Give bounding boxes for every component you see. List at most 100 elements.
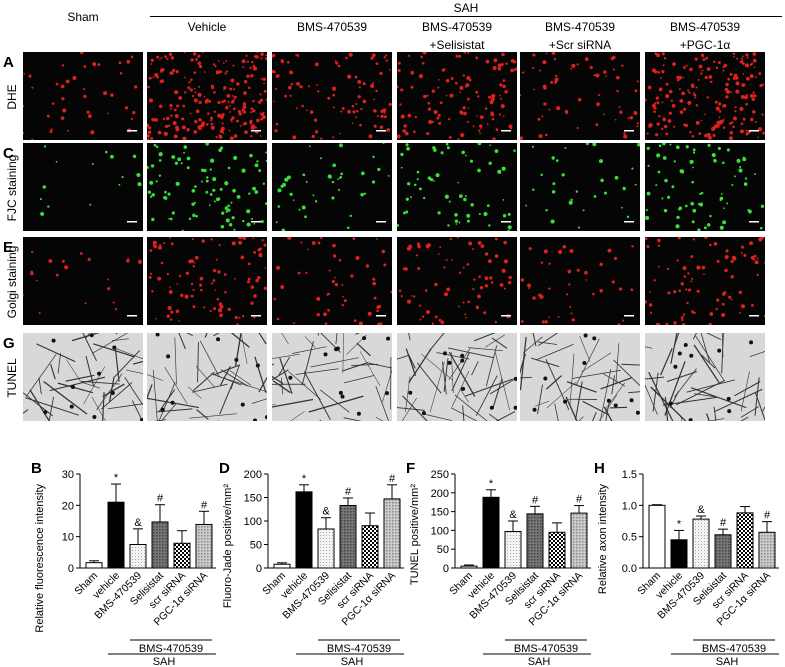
stained-cell xyxy=(149,195,153,198)
stained-cell xyxy=(168,290,173,294)
stained-cell xyxy=(219,70,223,74)
stained-cell xyxy=(193,87,196,90)
stained-cell xyxy=(400,114,405,119)
stained-cell xyxy=(732,76,737,80)
stained-cell xyxy=(286,60,290,64)
neurite xyxy=(65,374,95,382)
stained-cell xyxy=(710,80,713,84)
stained-cell xyxy=(440,151,444,155)
stained-cell xyxy=(193,71,197,74)
stained-cell xyxy=(181,117,185,121)
stained-cell xyxy=(254,126,257,129)
neuron-soma xyxy=(421,411,426,416)
y-tick-label: 250 xyxy=(431,469,449,481)
neurite xyxy=(408,354,416,369)
micrograph-background xyxy=(272,143,392,231)
stained-cell xyxy=(341,303,344,307)
group-label-outer: SAH xyxy=(341,656,364,667)
scale-bar xyxy=(501,315,511,317)
stained-cell xyxy=(376,115,379,118)
micrograph-background xyxy=(23,52,143,140)
stained-cell xyxy=(360,171,365,176)
stained-cell xyxy=(475,90,479,94)
stained-cell xyxy=(307,248,310,251)
stained-cell xyxy=(246,222,251,227)
scale-bar xyxy=(251,221,261,223)
stained-cell xyxy=(722,103,727,108)
neuron-soma xyxy=(334,347,339,352)
stained-cell xyxy=(706,96,709,99)
stained-cell xyxy=(458,305,460,308)
stained-cell xyxy=(134,85,138,89)
stained-cell xyxy=(448,118,451,121)
stained-cell xyxy=(261,239,264,242)
stained-cell xyxy=(484,276,489,281)
stained-cell xyxy=(593,74,596,77)
stained-cell xyxy=(477,168,481,173)
bar xyxy=(273,563,291,569)
stained-cell xyxy=(297,271,301,275)
stained-cell xyxy=(121,176,124,179)
panel-letter: E xyxy=(3,239,14,256)
stained-cell xyxy=(739,129,744,134)
stained-cell xyxy=(680,282,684,286)
micrograph-fjc-staining xyxy=(23,143,143,231)
scale-bar xyxy=(749,315,759,317)
neurite xyxy=(721,333,724,374)
stained-cell xyxy=(730,275,734,279)
stained-cell xyxy=(253,222,256,225)
stained-cell xyxy=(371,82,374,85)
stained-cell xyxy=(358,86,361,89)
neurite xyxy=(572,369,621,379)
stained-cell xyxy=(681,91,685,96)
stained-cell xyxy=(489,144,492,147)
stained-cell xyxy=(147,190,152,194)
stained-cell xyxy=(439,101,443,105)
stained-cell xyxy=(510,68,514,73)
bar xyxy=(295,491,313,569)
neuron-soma xyxy=(543,376,548,381)
stained-cell xyxy=(373,109,377,113)
stained-cell xyxy=(500,97,503,100)
stained-cell xyxy=(676,215,680,220)
neurite xyxy=(520,353,526,375)
stained-cell xyxy=(292,135,297,140)
stained-cell xyxy=(265,98,267,101)
neurite xyxy=(609,406,628,409)
neuron-soma xyxy=(727,409,732,414)
stained-cell xyxy=(405,143,409,147)
neurite xyxy=(85,333,91,339)
stained-cell xyxy=(262,77,266,81)
stained-cell xyxy=(758,127,762,131)
stained-cell xyxy=(255,278,259,283)
stained-cell xyxy=(118,61,122,65)
stained-cell xyxy=(226,93,231,98)
neuron-soma xyxy=(160,407,165,412)
stained-cell xyxy=(156,55,160,59)
stained-cell xyxy=(265,151,267,154)
stained-cell xyxy=(685,64,688,67)
stained-cell xyxy=(634,89,638,93)
stained-cell xyxy=(747,209,750,212)
stained-cell xyxy=(525,204,528,207)
stained-cell xyxy=(195,109,200,114)
stained-cell xyxy=(375,89,378,93)
stained-cell xyxy=(462,266,465,269)
stained-cell xyxy=(252,66,256,70)
micrograph-background xyxy=(147,143,267,231)
stained-cell xyxy=(478,275,481,278)
neurite xyxy=(126,369,143,374)
stained-cell xyxy=(500,62,504,66)
scale-bar xyxy=(501,221,511,223)
stained-cell xyxy=(410,294,413,297)
stained-cell xyxy=(177,157,182,162)
neurite xyxy=(220,366,231,386)
stained-cell xyxy=(597,94,600,97)
column-header: Sham xyxy=(67,10,99,24)
neuron-soma xyxy=(717,348,722,353)
neurite xyxy=(664,396,669,421)
stained-cell xyxy=(724,254,729,260)
neuron-soma xyxy=(70,385,75,390)
stained-cell xyxy=(440,320,445,325)
